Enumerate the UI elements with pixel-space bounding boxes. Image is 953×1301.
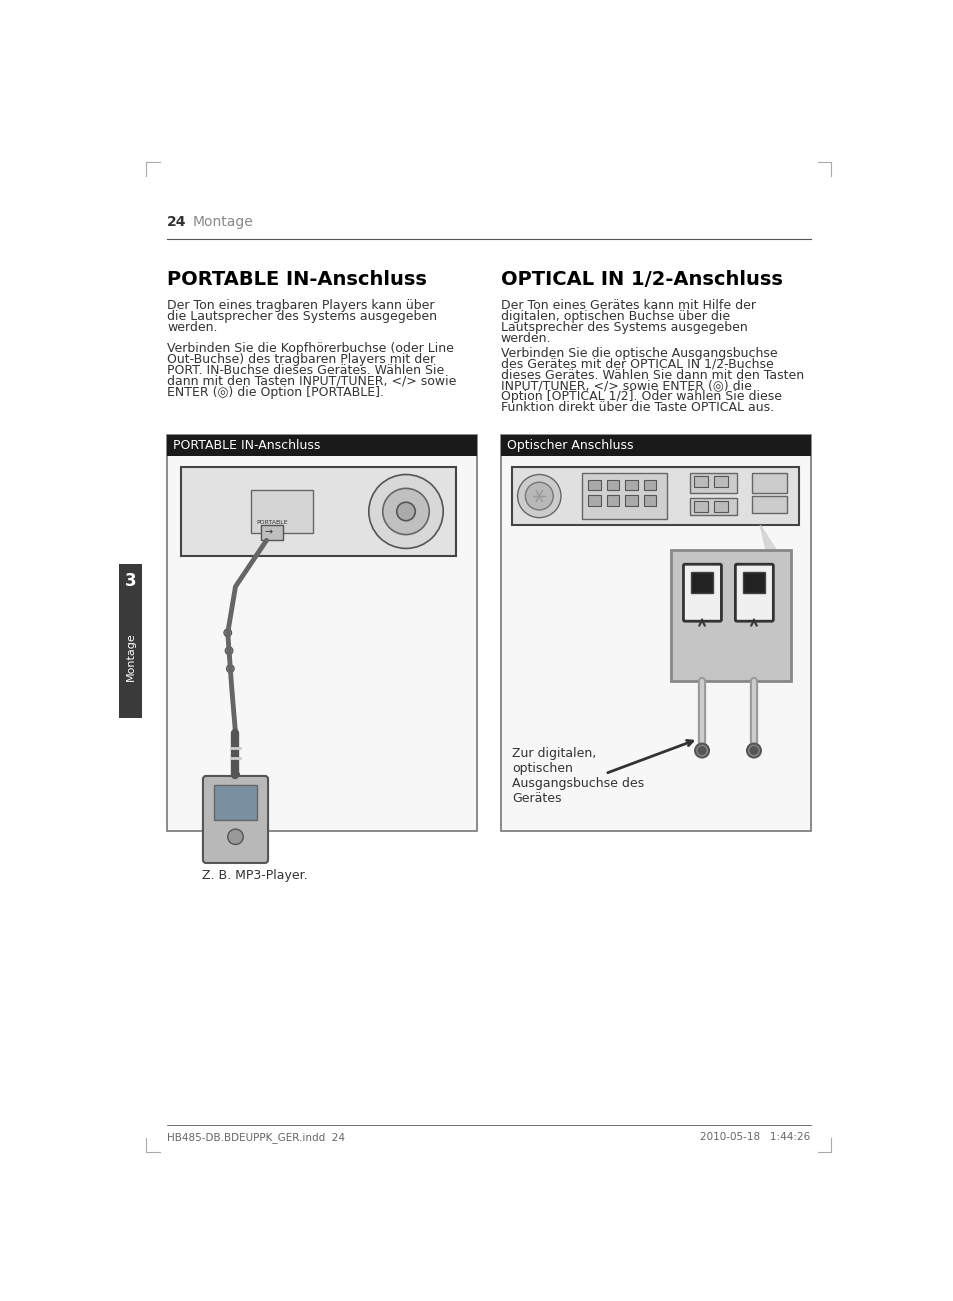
FancyBboxPatch shape bbox=[690, 474, 736, 493]
Circle shape bbox=[232, 771, 239, 779]
Text: PORTABLE IN-Anschluss: PORTABLE IN-Anschluss bbox=[167, 271, 427, 289]
Text: Verbinden Sie die Kopfhörerbuchse (oder Line: Verbinden Sie die Kopfhörerbuchse (oder … bbox=[167, 342, 454, 355]
Text: werden.: werden. bbox=[167, 321, 217, 334]
Text: dann mit den Tasten INPUT/TUNER, </> sowie: dann mit den Tasten INPUT/TUNER, </> sow… bbox=[167, 375, 456, 388]
FancyBboxPatch shape bbox=[624, 480, 637, 490]
FancyBboxPatch shape bbox=[167, 435, 476, 457]
Text: INPUT/TUNER, </> sowie ENTER (◎) die: INPUT/TUNER, </> sowie ENTER (◎) die bbox=[500, 380, 751, 393]
Circle shape bbox=[695, 744, 708, 757]
Circle shape bbox=[517, 475, 560, 518]
Polygon shape bbox=[760, 524, 790, 658]
FancyBboxPatch shape bbox=[512, 467, 798, 524]
Text: Montage: Montage bbox=[126, 632, 135, 680]
FancyBboxPatch shape bbox=[261, 524, 282, 540]
FancyBboxPatch shape bbox=[587, 480, 599, 490]
FancyBboxPatch shape bbox=[624, 494, 637, 506]
FancyBboxPatch shape bbox=[119, 565, 142, 718]
FancyBboxPatch shape bbox=[735, 565, 773, 621]
FancyBboxPatch shape bbox=[643, 480, 656, 490]
Circle shape bbox=[369, 475, 443, 549]
Text: Option [OPTICAL 1/2]. Oder wählen Sie diese: Option [OPTICAL 1/2]. Oder wählen Sie di… bbox=[500, 390, 781, 403]
Text: 2010-05-18   1:44:26: 2010-05-18 1:44:26 bbox=[700, 1132, 810, 1142]
Text: die Lautsprecher des Systems ausgegeben: die Lautsprecher des Systems ausgegeben bbox=[167, 310, 436, 323]
FancyBboxPatch shape bbox=[181, 467, 456, 556]
Text: des Gerätes mit der OPTICAL IN 1/2-Buchse: des Gerätes mit der OPTICAL IN 1/2-Buchs… bbox=[500, 358, 773, 371]
Circle shape bbox=[525, 483, 553, 510]
Text: PORTABLE: PORTABLE bbox=[256, 520, 288, 526]
Circle shape bbox=[746, 744, 760, 757]
Text: →: → bbox=[265, 528, 273, 537]
FancyBboxPatch shape bbox=[587, 494, 599, 506]
FancyBboxPatch shape bbox=[691, 572, 712, 593]
FancyBboxPatch shape bbox=[500, 435, 810, 831]
Text: OPTICAL IN 1/2-Anschluss: OPTICAL IN 1/2-Anschluss bbox=[500, 271, 781, 289]
Text: HB485-DB.BDEUPPK_GER.indd  24: HB485-DB.BDEUPPK_GER.indd 24 bbox=[167, 1132, 345, 1144]
FancyBboxPatch shape bbox=[742, 572, 764, 593]
FancyBboxPatch shape bbox=[694, 501, 707, 511]
FancyBboxPatch shape bbox=[500, 435, 810, 457]
FancyBboxPatch shape bbox=[670, 550, 790, 682]
FancyBboxPatch shape bbox=[203, 775, 268, 863]
Text: PORTABLE IN-Anschluss: PORTABLE IN-Anschluss bbox=[173, 440, 320, 453]
FancyBboxPatch shape bbox=[213, 786, 257, 820]
Text: PORT. IN-Buchse dieses Gerätes. Wählen Sie: PORT. IN-Buchse dieses Gerätes. Wählen S… bbox=[167, 364, 444, 377]
Text: Out-Buchse) des tragbaren Players mit der: Out-Buchse) des tragbaren Players mit de… bbox=[167, 354, 435, 367]
Text: 24: 24 bbox=[167, 215, 187, 229]
Text: 3: 3 bbox=[125, 572, 136, 591]
Text: Lautsprecher des Systems ausgegeben: Lautsprecher des Systems ausgegeben bbox=[500, 321, 746, 334]
FancyBboxPatch shape bbox=[752, 474, 786, 493]
Text: Z. B. MP3-Player.: Z. B. MP3-Player. bbox=[202, 869, 308, 882]
Circle shape bbox=[225, 647, 233, 654]
Text: Montage: Montage bbox=[193, 215, 253, 229]
FancyBboxPatch shape bbox=[606, 480, 618, 490]
Circle shape bbox=[698, 747, 705, 755]
Text: werden.: werden. bbox=[500, 332, 551, 345]
Circle shape bbox=[396, 502, 415, 520]
FancyBboxPatch shape bbox=[713, 501, 727, 511]
FancyBboxPatch shape bbox=[606, 494, 618, 506]
FancyBboxPatch shape bbox=[752, 497, 786, 514]
FancyBboxPatch shape bbox=[694, 476, 707, 487]
Text: Zur digitalen,
optischen
Ausgangsbuchse des
Gerätes: Zur digitalen, optischen Ausgangsbuchse … bbox=[512, 747, 643, 805]
Circle shape bbox=[226, 665, 234, 673]
Text: dieses Gerätes. Wählen Sie dann mit den Tasten: dieses Gerätes. Wählen Sie dann mit den … bbox=[500, 368, 802, 381]
Text: digitalen, optischen Buchse über die: digitalen, optischen Buchse über die bbox=[500, 310, 729, 323]
Text: Verbinden Sie die optische Ausgangsbuchse: Verbinden Sie die optische Ausgangsbuchs… bbox=[500, 347, 777, 360]
Text: ENTER (◎) die Option [PORTABLE].: ENTER (◎) die Option [PORTABLE]. bbox=[167, 385, 384, 398]
Circle shape bbox=[749, 747, 757, 755]
FancyBboxPatch shape bbox=[682, 565, 720, 621]
Text: Optischer Anschluss: Optischer Anschluss bbox=[506, 440, 633, 453]
FancyBboxPatch shape bbox=[581, 474, 666, 519]
FancyBboxPatch shape bbox=[690, 498, 736, 515]
Text: Der Ton eines Gerätes kann mit Hilfe der: Der Ton eines Gerätes kann mit Hilfe der bbox=[500, 299, 755, 312]
FancyBboxPatch shape bbox=[167, 435, 476, 831]
Circle shape bbox=[224, 628, 232, 636]
Text: Funktion direkt über die Taste OPTICAL aus.: Funktion direkt über die Taste OPTICAL a… bbox=[500, 401, 773, 414]
FancyBboxPatch shape bbox=[251, 490, 313, 532]
FancyBboxPatch shape bbox=[713, 476, 727, 487]
Circle shape bbox=[382, 488, 429, 535]
FancyBboxPatch shape bbox=[643, 494, 656, 506]
Text: Der Ton eines tragbaren Players kann über: Der Ton eines tragbaren Players kann übe… bbox=[167, 299, 435, 312]
Circle shape bbox=[228, 829, 243, 844]
